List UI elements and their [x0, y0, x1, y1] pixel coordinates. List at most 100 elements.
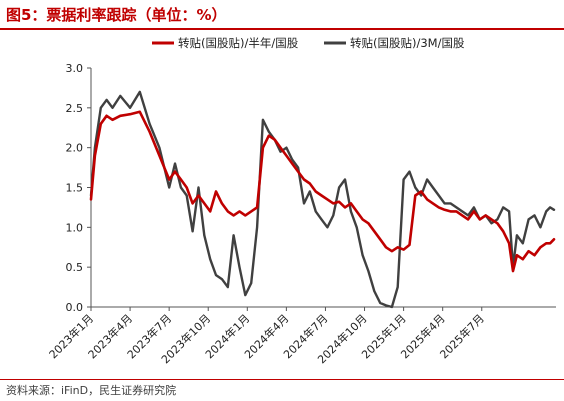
data-point-series-1 [545, 242, 548, 245]
data-point-series-2 [516, 234, 518, 237]
data-point-series-1 [232, 214, 235, 217]
data-point-series-2 [338, 186, 340, 189]
data-point-series-1 [238, 210, 241, 213]
data-point-series-2 [379, 302, 382, 304]
data-point-series-1 [437, 206, 440, 209]
data-point-series-2 [367, 270, 370, 272]
y-tick-label: 2.0 [66, 142, 84, 155]
y-tick-label: 0.0 [66, 301, 84, 314]
source-rule [0, 379, 564, 380]
data-point-series-2 [308, 190, 311, 193]
data-point-series-1 [279, 146, 282, 149]
data-point-series-1 [512, 270, 514, 272]
data-point-series-1 [129, 113, 132, 116]
data-point-series-1 [367, 222, 370, 225]
data-point-series-2 [226, 286, 229, 288]
data-point-series-1 [244, 214, 247, 217]
data-point-series-1 [426, 198, 428, 201]
data-point-series-1 [90, 198, 92, 201]
data-point-series-1 [539, 246, 542, 249]
data-point-series-2 [138, 91, 141, 93]
data-point-series-1 [402, 248, 405, 251]
data-point-series-1 [420, 190, 423, 193]
y-tick-label: 1.0 [66, 221, 84, 234]
data-point-series-2 [174, 162, 176, 165]
data-point-series-2 [209, 258, 212, 261]
data-point-series-1 [373, 230, 376, 233]
y-tick-label: 1.5 [66, 182, 84, 195]
data-point-series-1 [508, 242, 510, 245]
data-point-series-1 [533, 254, 536, 257]
data-point-series-2 [250, 282, 253, 284]
plot-area [89, 90, 556, 309]
data-point-series-1 [226, 210, 229, 213]
data-point-series-2 [314, 210, 317, 213]
data-point-series-2 [467, 214, 469, 217]
data-point-series-1 [484, 214, 487, 217]
chart-legend: 转贴(国股贴)/半年/国股 转贴(国股贴)/3M/国股 [152, 36, 465, 50]
data-point-series-2 [148, 122, 151, 125]
data-point-series-1 [344, 206, 346, 209]
data-point-series-2 [119, 95, 122, 97]
data-point-series-2 [221, 278, 223, 280]
data-point-series-1 [94, 154, 96, 157]
data-point-series-1 [250, 210, 253, 213]
data-point-series-2 [414, 186, 417, 189]
data-point-series-2 [262, 118, 264, 121]
data-point-series-1 [191, 202, 194, 205]
data-point-series-2 [129, 106, 132, 109]
data-point-series-1 [180, 178, 182, 181]
data-point-series-2 [256, 226, 258, 229]
data-point-series-1 [449, 210, 452, 213]
data-point-series-1 [303, 178, 305, 181]
data-point-series-2 [197, 186, 200, 189]
chart-title: 图5：票据利率跟踪（单位：%） [6, 6, 227, 24]
data-point-series-2 [502, 206, 505, 209]
data-point-series-2 [443, 202, 446, 205]
data-point-series-2 [185, 194, 188, 197]
title-rule [0, 28, 564, 30]
chart-axes: 0.00.51.01.52.02.53.02023年1月2023年4月2023年… [46, 62, 556, 366]
data-point-series-2 [508, 210, 510, 213]
data-point-series-1 [99, 122, 102, 125]
data-point-series-2 [326, 226, 329, 229]
data-point-series-2 [373, 290, 376, 292]
data-point-series-2 [545, 210, 548, 213]
data-point-series-1 [443, 208, 446, 211]
data-point-series-2 [267, 130, 270, 133]
data-point-series-1 [502, 230, 505, 233]
data-point-series-1 [221, 202, 223, 205]
data-point-series-1 [256, 206, 258, 209]
source-note: 资料来源：iFinD，民生证券研究院 [6, 384, 177, 397]
data-point-series-1 [355, 210, 358, 213]
data-point-series-1 [203, 202, 206, 205]
data-point-series-1 [338, 200, 340, 203]
data-point-series-1 [385, 246, 387, 249]
data-point-series-1 [414, 194, 417, 197]
data-point-series-2 [473, 206, 475, 209]
data-point-series-1 [148, 130, 151, 133]
data-point-series-1 [158, 154, 161, 157]
data-point-series-2 [355, 226, 358, 229]
data-point-series-2 [496, 218, 499, 221]
data-point-series-2 [203, 234, 206, 237]
data-point-series-1 [527, 250, 530, 253]
data-point-series-1 [174, 170, 176, 173]
data-point-series-2 [158, 146, 161, 149]
data-point-series-1 [361, 218, 364, 221]
data-point-series-2 [396, 286, 399, 288]
data-point-series-2 [238, 266, 241, 269]
legend-label-series-2: 转贴(国股贴)/3M/国股 [350, 36, 465, 50]
data-point-series-1 [490, 218, 493, 221]
data-point-series-1 [185, 186, 188, 189]
data-point-series-2 [521, 242, 524, 245]
data-point-series-2 [549, 206, 551, 209]
data-point-series-1 [332, 202, 335, 205]
data-point-series-2 [215, 274, 217, 276]
data-point-series-2 [361, 254, 364, 257]
data-point-series-2 [539, 226, 542, 229]
y-tick-label: 2.5 [66, 102, 84, 115]
data-point-series-2 [344, 178, 346, 181]
data-point-series-2 [297, 166, 299, 169]
